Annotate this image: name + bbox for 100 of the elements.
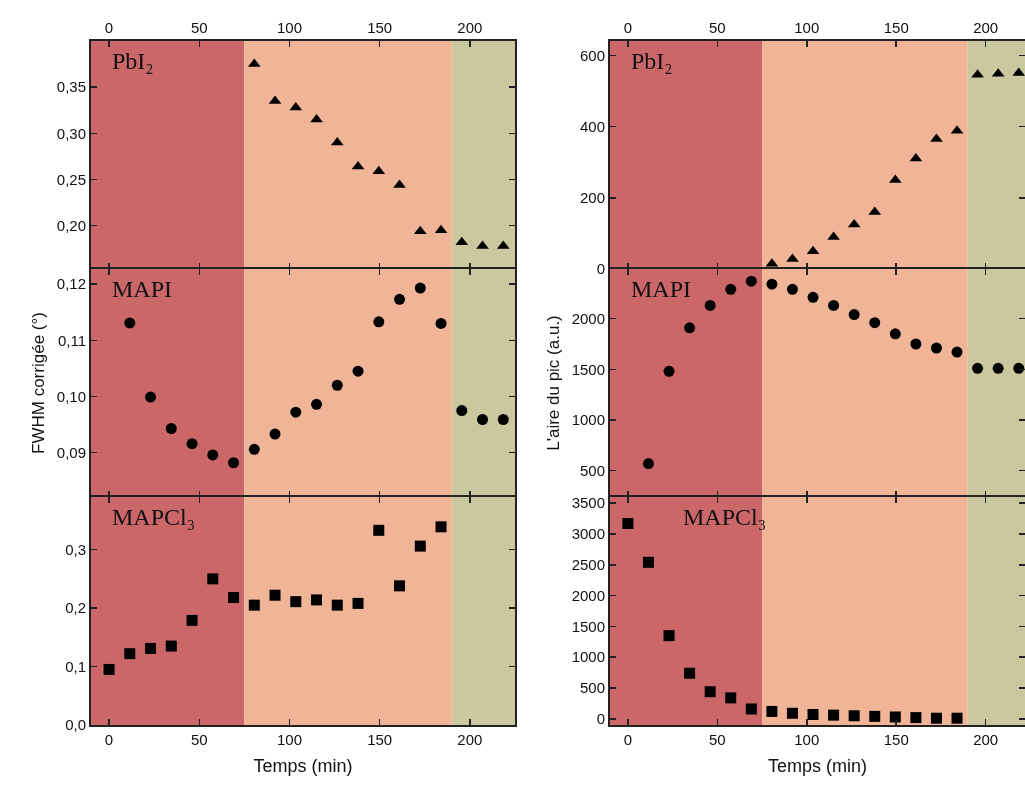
annotation: MAPI xyxy=(112,276,173,302)
point xyxy=(684,667,696,679)
point xyxy=(663,365,675,377)
point xyxy=(869,317,881,329)
point xyxy=(456,405,468,417)
y-tick-label: 0,12 xyxy=(56,275,86,293)
point xyxy=(145,642,157,654)
y-tick-label: 1500 xyxy=(571,617,605,635)
y-tick-label: 0,1 xyxy=(65,657,86,675)
y-tick-label: 2500 xyxy=(571,556,605,574)
annotation: MAPCl₃ xyxy=(683,504,767,530)
x-tick-label: 200 xyxy=(973,731,999,748)
point xyxy=(807,709,819,721)
point xyxy=(869,710,881,722)
point xyxy=(786,283,798,295)
y-tick-label: 200 xyxy=(579,189,605,206)
point xyxy=(103,663,115,675)
point xyxy=(930,712,942,724)
annotation: MAPCl₃ xyxy=(112,504,196,530)
point xyxy=(248,599,260,611)
point xyxy=(165,640,177,652)
x-axis-title: Temps (min) xyxy=(767,755,868,776)
point xyxy=(352,365,364,377)
point xyxy=(414,282,426,294)
y-axis-title: FWHM corrigée (°) xyxy=(28,312,48,454)
x-tick-label: 150 xyxy=(883,731,909,748)
point xyxy=(394,580,406,592)
point xyxy=(704,686,716,698)
x-tick-label: 100 xyxy=(794,19,820,36)
point xyxy=(910,338,922,350)
point xyxy=(477,414,489,425)
point xyxy=(228,592,240,604)
point xyxy=(228,457,240,469)
point xyxy=(992,362,1004,374)
point xyxy=(331,599,343,611)
point xyxy=(951,346,963,358)
point xyxy=(497,414,509,425)
point xyxy=(848,309,860,321)
y-tick-label: 0,35 xyxy=(56,78,86,96)
point xyxy=(622,518,634,529)
point xyxy=(889,711,901,723)
point xyxy=(207,573,219,585)
point xyxy=(289,101,303,111)
point xyxy=(290,406,302,418)
point xyxy=(725,283,737,295)
x-tick-label: 50 xyxy=(190,19,208,36)
point xyxy=(145,391,157,403)
point xyxy=(930,342,942,354)
y-tick-label: 0,30 xyxy=(56,124,86,142)
point xyxy=(766,278,778,290)
point xyxy=(1013,362,1025,374)
point xyxy=(207,449,219,461)
point xyxy=(269,589,281,601)
y-tick-label: 0,0 xyxy=(65,716,86,734)
x-tick-label: 50 xyxy=(190,731,208,748)
point xyxy=(124,317,136,329)
point xyxy=(414,540,426,552)
x-tick-label: 100 xyxy=(276,731,302,748)
point xyxy=(642,458,654,470)
y-tick-label: 0 xyxy=(596,710,605,728)
point xyxy=(828,299,840,311)
point xyxy=(124,648,136,660)
point xyxy=(311,594,323,606)
point xyxy=(269,428,281,440)
point xyxy=(310,113,323,123)
point xyxy=(352,597,364,609)
y-tick-label: 3000 xyxy=(571,525,605,543)
annotation: PbI₂ xyxy=(631,48,673,74)
point xyxy=(725,692,737,704)
point xyxy=(807,291,819,303)
point xyxy=(290,596,302,608)
x-tick-label: 100 xyxy=(276,19,302,36)
x-tick-label: 0 xyxy=(104,731,114,748)
x-tick-label: 200 xyxy=(457,731,483,748)
point xyxy=(435,317,447,329)
point xyxy=(165,422,177,434)
point xyxy=(394,293,406,305)
point xyxy=(828,709,840,721)
point xyxy=(786,707,798,719)
x-tick-label: 200 xyxy=(973,19,999,36)
y-tick-label: 0,09 xyxy=(56,443,86,461)
y-tick-label: 0,20 xyxy=(56,216,86,234)
point xyxy=(848,710,860,722)
point xyxy=(745,275,757,287)
point xyxy=(435,521,447,533)
point xyxy=(331,379,343,391)
y-tick-label: 1000 xyxy=(571,648,605,666)
y-tick-label: 2000 xyxy=(571,309,605,327)
x-tick-label: 0 xyxy=(104,19,114,36)
y-axis-title: L'aire du pic (a.u.) xyxy=(543,315,563,451)
x-tick-label: 200 xyxy=(457,19,483,36)
point xyxy=(248,443,260,455)
y-tick-label: 0,11 xyxy=(57,331,86,349)
y-tick-label: 0,25 xyxy=(56,170,86,188)
point xyxy=(951,712,963,724)
x-tick-label: 0 xyxy=(623,731,633,748)
point xyxy=(745,703,757,715)
x-tick-label: 150 xyxy=(883,19,909,36)
x-tick-label: 150 xyxy=(367,19,393,36)
point xyxy=(910,712,922,724)
